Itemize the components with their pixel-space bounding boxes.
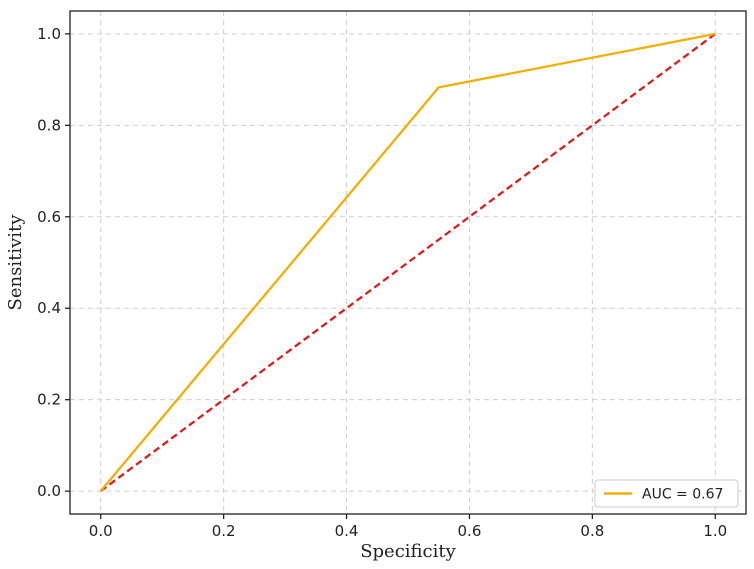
x-tick-label: 0.4: [335, 522, 359, 540]
legend-label: AUC = 0.67: [642, 487, 723, 503]
x-tick-label: 0.0: [89, 522, 113, 540]
axes-frame: [69, 10, 747, 515]
chance-line: [100, 32, 716, 493]
plot-area: [99, 32, 716, 493]
y-tick-label: 0.6: [37, 208, 61, 226]
x-tick-label: 0.2: [212, 522, 236, 540]
y-tick-label: 0.8: [37, 116, 61, 134]
ticks: 0.0 0.2 0.4 0.6 0.8 1.0 0.0 0.2 0.4 0.6 0.8 1.0: [37, 25, 727, 540]
y-tick-label: 0.0: [37, 482, 61, 500]
legend-box: [594, 479, 739, 508]
x-tick-label: 0.6: [458, 522, 482, 540]
x-tick-label: 1.0: [703, 522, 727, 540]
axes: [69, 10, 747, 515]
y-axis-label: Sensitivity: [5, 214, 26, 311]
y-tick-label: 1.0: [37, 25, 61, 43]
y-tick-label: 0.4: [37, 299, 61, 317]
roc-curve: [99, 32, 716, 492]
legend: AUC = 0.67: [594, 479, 739, 508]
x-tick-label: 0.8: [580, 522, 604, 540]
y-tick-label: 0.2: [37, 391, 61, 409]
x-axis-label: Specificity: [360, 541, 456, 562]
